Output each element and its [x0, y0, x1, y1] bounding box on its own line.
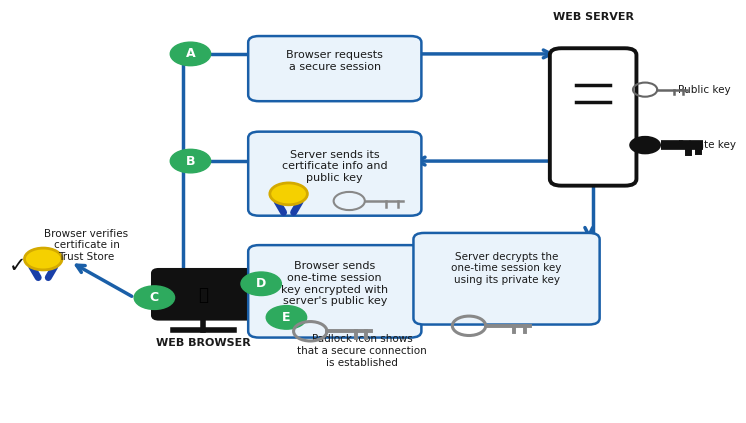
- Text: Browser requests
a secure session: Browser requests a secure session: [286, 50, 383, 72]
- Circle shape: [629, 136, 661, 154]
- Text: A: A: [186, 47, 195, 60]
- Circle shape: [270, 183, 307, 205]
- Circle shape: [134, 286, 175, 309]
- FancyArrowPatch shape: [31, 266, 38, 277]
- FancyArrowPatch shape: [294, 201, 300, 212]
- Text: ✓: ✓: [8, 256, 26, 276]
- Text: Public key: Public key: [677, 85, 730, 95]
- Text: Server decrypts the
one-time session key
using its private key: Server decrypts the one-time session key…: [451, 252, 562, 285]
- Text: Browser verifies
certificate in
Trust Store: Browser verifies certificate in Trust St…: [45, 228, 128, 262]
- Circle shape: [25, 248, 62, 270]
- Circle shape: [170, 149, 210, 173]
- Circle shape: [266, 306, 307, 329]
- FancyArrowPatch shape: [48, 266, 54, 277]
- Text: WEB BROWSER: WEB BROWSER: [156, 338, 251, 348]
- FancyArrowPatch shape: [277, 201, 283, 212]
- Text: Server sends its
certificate info and
public key: Server sends its certificate info and pu…: [282, 149, 388, 183]
- Text: WEB SERVER: WEB SERVER: [553, 12, 633, 22]
- Text: Private key: Private key: [677, 140, 736, 150]
- Text: E: E: [282, 311, 291, 324]
- FancyBboxPatch shape: [248, 36, 421, 101]
- FancyBboxPatch shape: [153, 270, 254, 319]
- Circle shape: [170, 42, 210, 66]
- FancyBboxPatch shape: [248, 132, 421, 216]
- Text: Browser sends
one-time session
key encrypted with
server's public key: Browser sends one-time session key encry…: [281, 261, 389, 306]
- Text: Padlock icon shows
that a secure connection
is established: Padlock icon shows that a secure connect…: [298, 335, 427, 368]
- Text: D: D: [256, 277, 266, 290]
- Text: B: B: [186, 154, 195, 168]
- Text: 🔒: 🔒: [198, 286, 208, 304]
- FancyBboxPatch shape: [413, 233, 600, 324]
- FancyBboxPatch shape: [550, 48, 636, 186]
- Text: C: C: [150, 291, 159, 304]
- FancyBboxPatch shape: [248, 245, 421, 338]
- Circle shape: [241, 272, 281, 296]
